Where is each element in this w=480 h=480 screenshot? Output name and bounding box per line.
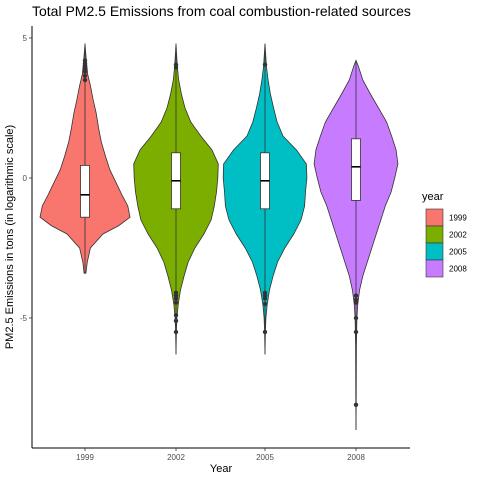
violin-group-2005	[222, 43, 308, 355]
legend-label-2005: 2005	[449, 248, 467, 257]
y-axis-ticks: -5 0 5	[20, 34, 32, 323]
legend-label-2008: 2008	[449, 265, 467, 274]
outlier-point-2002	[173, 313, 179, 318]
x-tick-label-1999: 1999	[76, 453, 94, 462]
legend-title: year	[422, 191, 444, 203]
legend-label-2002: 2002	[449, 231, 467, 240]
x-tick-label-2005: 2005	[256, 453, 274, 462]
x-axis-title: Year	[210, 463, 233, 475]
outlier-point-2002	[173, 296, 179, 301]
x-axis-ticks: 1999 2002 2005 2008	[76, 448, 365, 462]
y-tick-label: -5	[20, 314, 28, 323]
y-tick-label: 0	[23, 174, 28, 183]
outlier-point-1999	[82, 77, 88, 83]
outlier-point-2002	[173, 329, 179, 335]
violin-group-2008	[313, 59, 399, 431]
legend-key-2002	[425, 225, 444, 244]
outlier-point-2008	[353, 329, 359, 335]
chart-title: Total PM2.5 Emissions from coal combusti…	[32, 3, 411, 19]
legend-key-2008	[425, 259, 444, 278]
outlier-point-2005	[262, 301, 268, 307]
outlier-point-2005	[262, 296, 268, 301]
outlier-point-2005	[262, 62, 268, 67]
outlier-point-2008	[353, 315, 359, 321]
x-tick-label-2002: 2002	[167, 453, 185, 462]
legend-label-1999: 1999	[449, 214, 467, 223]
outlier-point-1999	[82, 73, 88, 79]
box-1999	[80, 164, 90, 218]
outlier-point-2002	[173, 300, 179, 305]
legend-key-2005	[425, 242, 444, 261]
y-axis-title: PM2.5 Emissions in tons (in logarithmic …	[4, 125, 16, 349]
outlier-point-2008	[353, 293, 359, 298]
violin-group-2002	[133, 43, 219, 355]
outlier-point-2002	[173, 318, 179, 323]
violin-group-1999	[39, 43, 131, 274]
outlier-point-2008	[353, 300, 359, 305]
x-tick-label-2008: 2008	[347, 453, 365, 462]
outlier-point-1999	[82, 58, 88, 63]
box-2008	[351, 138, 361, 201]
y-tick-label: 5	[23, 34, 28, 43]
legend-key-1999	[425, 208, 444, 227]
legend: year 1999 2002 2005 2008	[422, 191, 467, 278]
outlier-point-2005	[262, 329, 268, 335]
outlier-point-2002	[173, 62, 179, 67]
plot-area	[39, 43, 399, 431]
outlier-point-2008	[353, 402, 359, 407]
